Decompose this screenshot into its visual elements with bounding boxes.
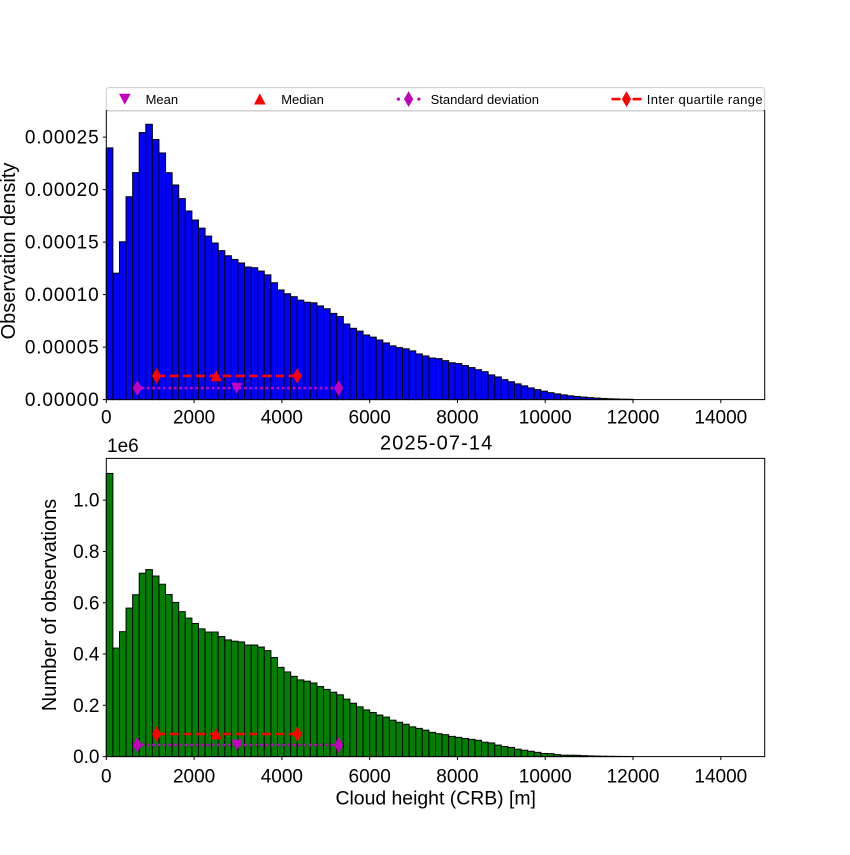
- svg-text:Number of observations: Number of observations: [39, 499, 61, 711]
- svg-text:0.00015: 0.00015: [25, 233, 100, 254]
- svg-text:0.2: 0.2: [73, 696, 99, 717]
- svg-text:14000: 14000: [694, 767, 747, 788]
- svg-text:14000: 14000: [694, 408, 747, 429]
- svg-text:0.00000: 0.00000: [25, 390, 100, 411]
- svg-text:6000: 6000: [349, 767, 391, 788]
- svg-text:Inter quartile range: Inter quartile range: [647, 92, 763, 107]
- svg-text:0.4: 0.4: [73, 645, 100, 666]
- svg-text:0.0: 0.0: [73, 747, 99, 768]
- svg-text:2000: 2000: [173, 767, 215, 788]
- svg-text:12000: 12000: [607, 408, 660, 429]
- svg-text:2025-07-14: 2025-07-14: [380, 433, 493, 455]
- svg-text:10000: 10000: [519, 408, 572, 429]
- svg-text:Median: Median: [281, 92, 324, 107]
- svg-text:1.0: 1.0: [73, 491, 99, 512]
- svg-text:6000: 6000: [349, 408, 391, 429]
- svg-text:0.8: 0.8: [73, 542, 99, 563]
- svg-text:0.00025: 0.00025: [25, 128, 100, 149]
- svg-text:2000: 2000: [173, 408, 215, 429]
- svg-text:0: 0: [101, 767, 112, 788]
- svg-text:0.00010: 0.00010: [25, 285, 100, 306]
- svg-text:Mean: Mean: [146, 92, 179, 107]
- svg-text:4000: 4000: [261, 408, 303, 429]
- svg-text:Standard deviation: Standard deviation: [431, 92, 539, 107]
- svg-text:Cloud height (CRB) [m]: Cloud height (CRB) [m]: [335, 788, 535, 810]
- svg-text:8000: 8000: [436, 408, 478, 429]
- svg-text:Observation density: Observation density: [0, 163, 20, 340]
- svg-text:10000: 10000: [519, 767, 572, 788]
- svg-text:0.00005: 0.00005: [25, 338, 100, 359]
- svg-text:0.6: 0.6: [73, 593, 99, 614]
- svg-text:0: 0: [101, 408, 112, 429]
- svg-text:0.00020: 0.00020: [25, 180, 100, 201]
- svg-text:1e6: 1e6: [107, 436, 139, 457]
- svg-text:12000: 12000: [607, 767, 660, 788]
- svg-text:8000: 8000: [436, 767, 478, 788]
- svg-text:4000: 4000: [261, 767, 303, 788]
